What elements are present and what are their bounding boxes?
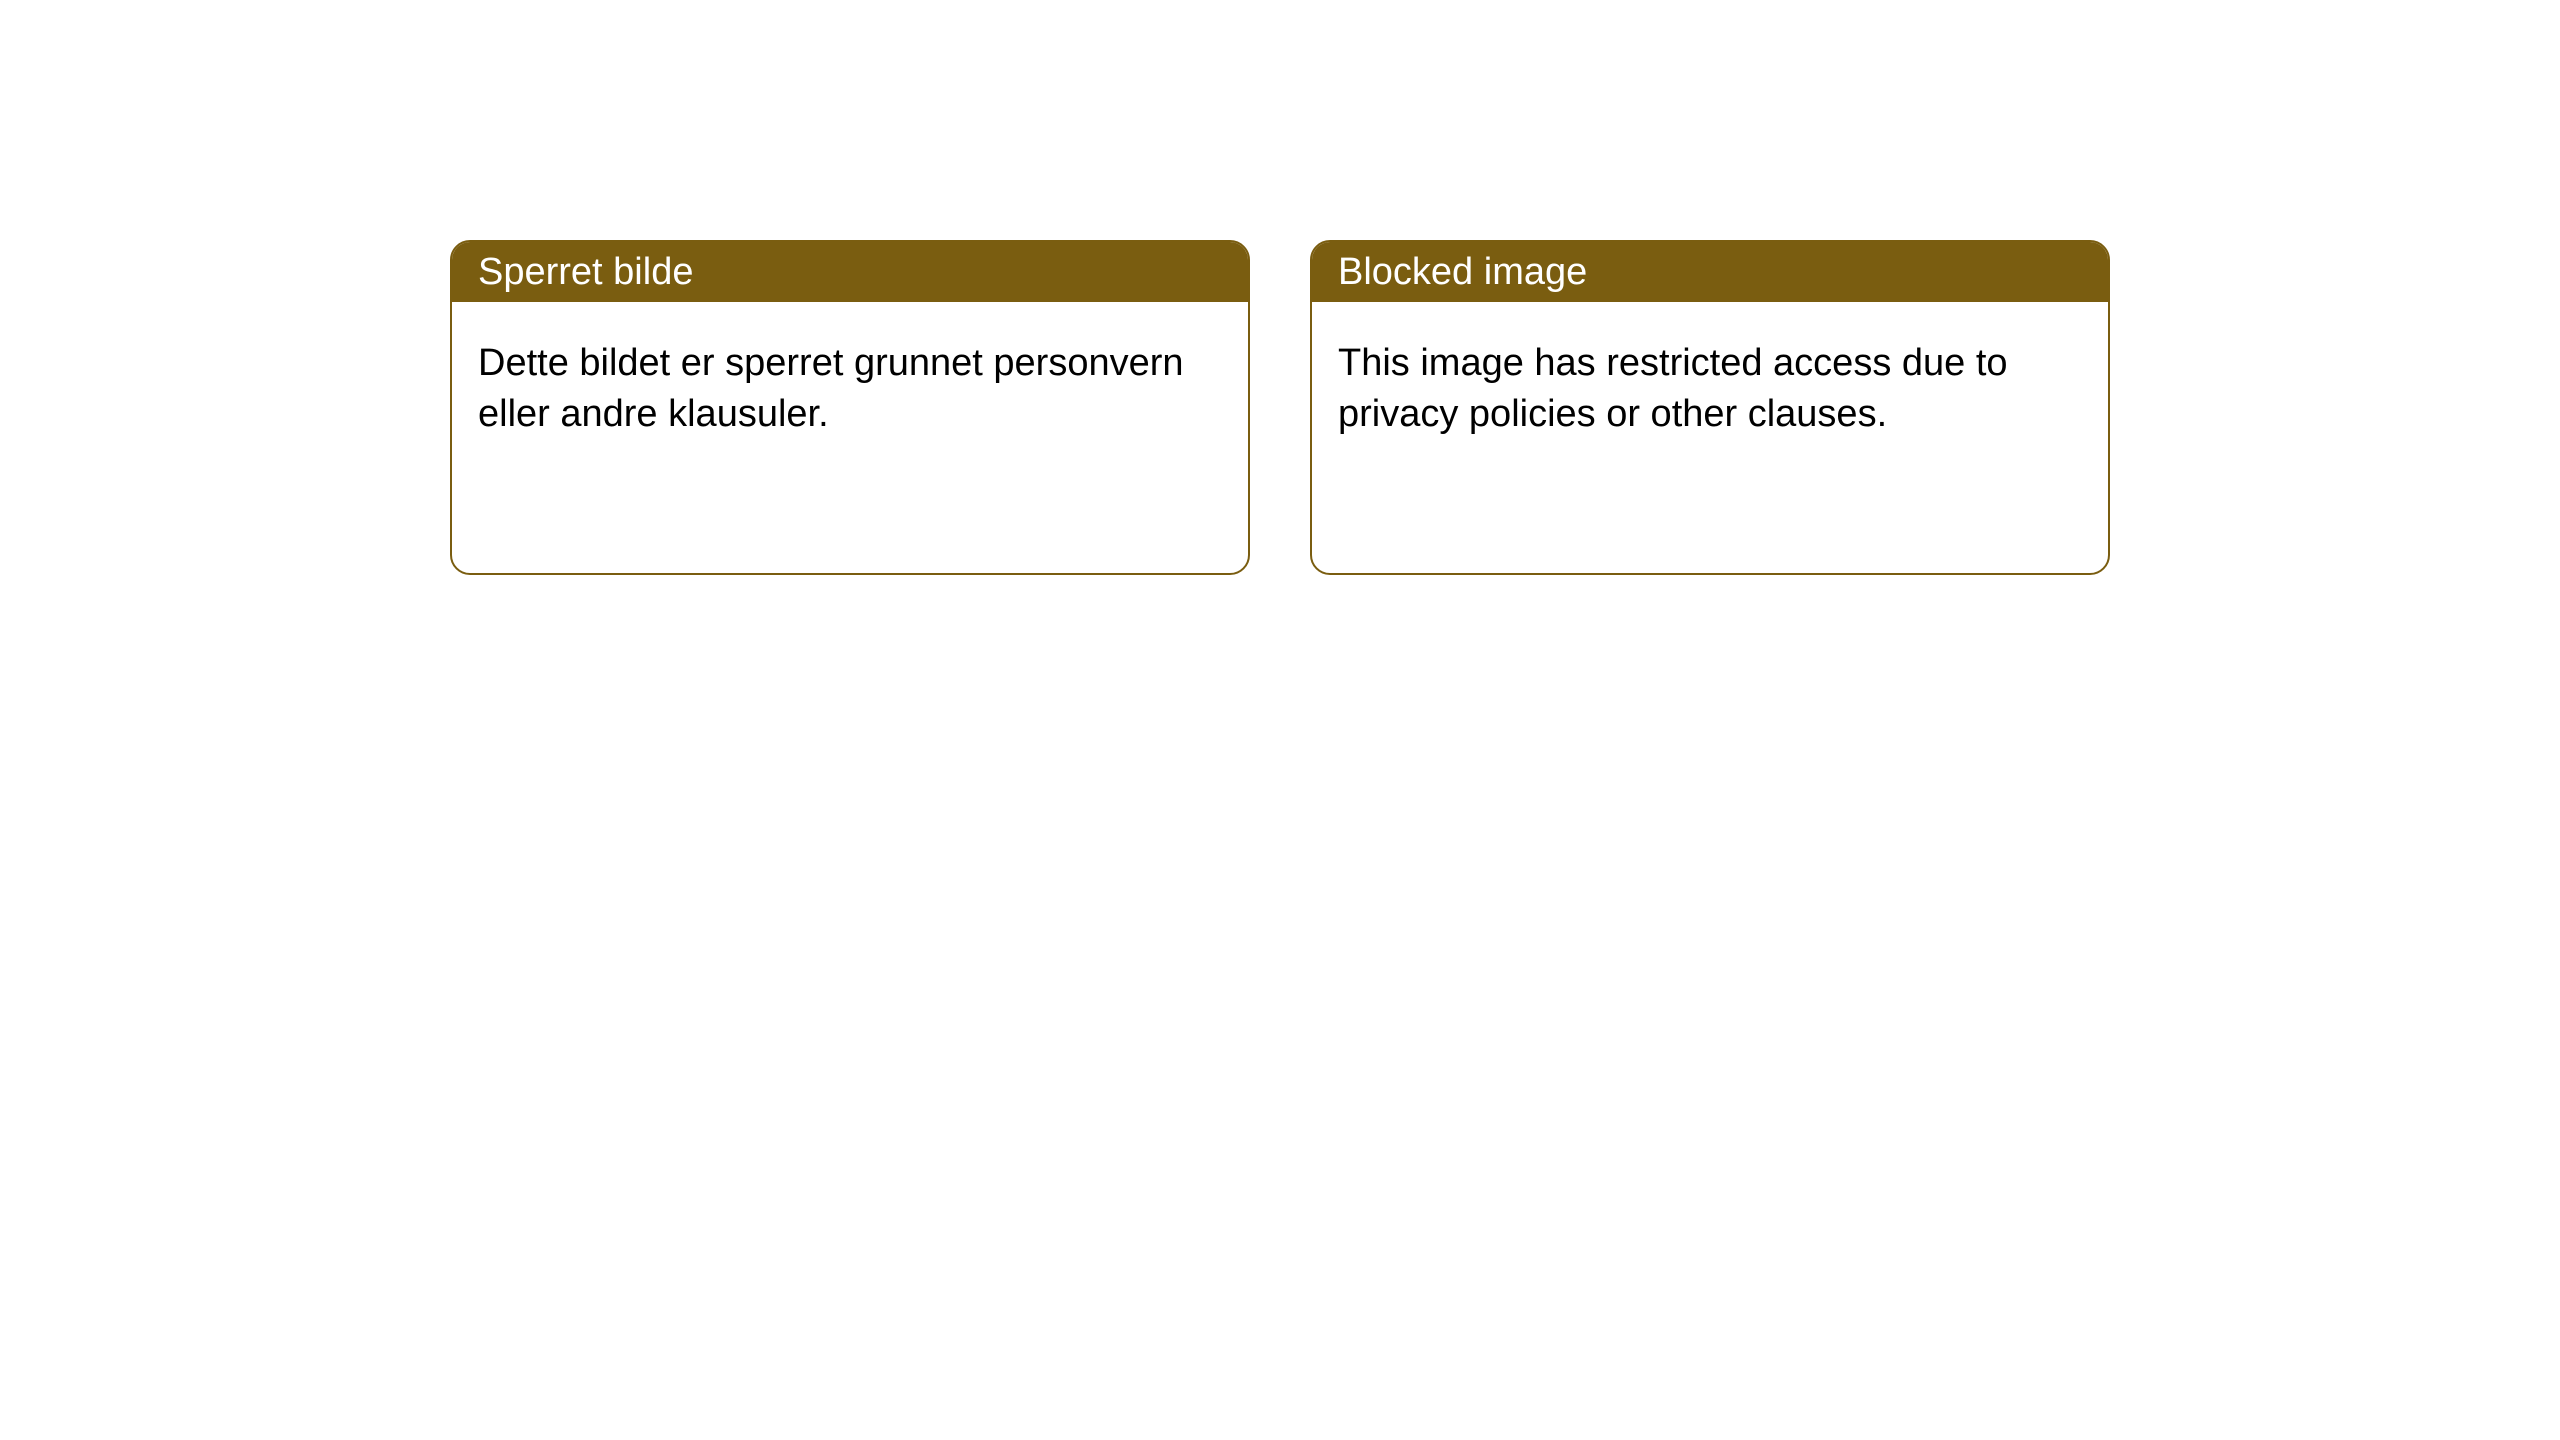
card-title-no: Sperret bilde bbox=[478, 251, 693, 294]
card-text-en: This image has restricted access due to … bbox=[1338, 342, 2008, 435]
card-body-en: This image has restricted access due to … bbox=[1312, 302, 2108, 573]
card-header-no: Sperret bilde bbox=[452, 242, 1248, 302]
card-title-en: Blocked image bbox=[1338, 251, 1587, 294]
card-body-no: Dette bildet er sperret grunnet personve… bbox=[452, 302, 1248, 573]
card-text-no: Dette bildet er sperret grunnet personve… bbox=[478, 342, 1184, 435]
blocked-image-card-no: Sperret bilde Dette bildet er sperret gr… bbox=[450, 240, 1250, 575]
card-header-en: Blocked image bbox=[1312, 242, 2108, 302]
blocked-image-card-en: Blocked image This image has restricted … bbox=[1310, 240, 2110, 575]
notice-container: Sperret bilde Dette bildet er sperret gr… bbox=[0, 0, 2560, 575]
